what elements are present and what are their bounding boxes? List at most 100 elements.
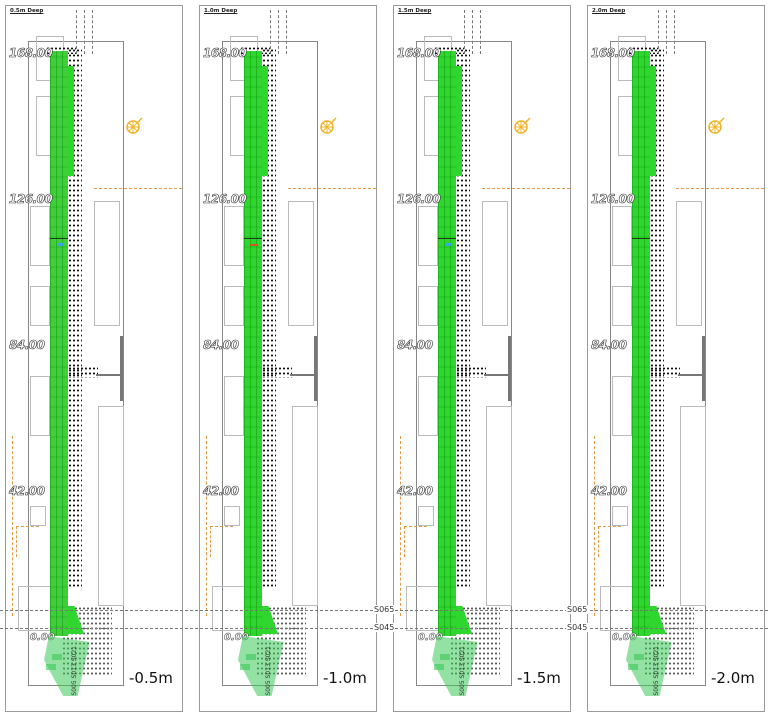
building-outline — [30, 206, 50, 266]
depth-slice-panel-3: 1.5m Deep 168.00 126.00 84.00 42.00 0.00 — [393, 5, 571, 712]
section-ids: S005 S013 S021 — [71, 646, 78, 696]
point-cloud — [68, 366, 98, 378]
grid-line — [270, 10, 271, 54]
section-ids: S005 S013 S021 — [265, 646, 272, 696]
point-cloud — [650, 48, 664, 588]
depth-slice-panel-1: 0.5m Deep 168.00 126.00 84.00 42.00 0.00 — [5, 5, 183, 712]
elevation-label: 42.00 — [397, 484, 434, 499]
grid-line — [666, 10, 667, 54]
elevation-label: 84.00 — [203, 338, 240, 353]
elevation-label: 168.00 — [9, 46, 53, 61]
building-outline — [418, 506, 434, 526]
boundary-line — [598, 526, 621, 557]
survey-pad — [246, 654, 256, 660]
elevation-label: 42.00 — [9, 484, 46, 499]
elevation-label-zero: 0.00 — [418, 632, 443, 644]
boundary-line — [288, 188, 376, 189]
depth-slice-panel-4: 2.0m Deep 168.00 126.00 84.00 42.00 0.00 — [587, 5, 765, 712]
elevation-label: 42.00 — [203, 484, 240, 499]
survey-join-line — [632, 238, 650, 239]
boundary-line — [210, 526, 233, 557]
building-outline — [406, 586, 440, 631]
point-cloud — [46, 46, 76, 54]
depth-label: -2.0m — [711, 669, 755, 687]
survey-pad — [46, 664, 56, 670]
depth-label: -1.0m — [323, 669, 367, 687]
building-outline — [224, 376, 244, 436]
boundary-line — [676, 188, 764, 189]
building-outline — [418, 206, 438, 266]
anomaly-blue — [58, 243, 64, 246]
grid-line — [658, 10, 659, 54]
anomaly-red — [250, 244, 258, 246]
point-cloud — [262, 366, 292, 378]
building-outline — [30, 286, 50, 326]
grid-line — [464, 10, 465, 54]
elevation-label: 126.00 — [591, 192, 635, 207]
north-arrow-icon — [514, 117, 531, 134]
panel-title: 1.5m Deep — [398, 8, 432, 14]
gpr-survey-extension — [456, 66, 462, 176]
boundary-line — [594, 436, 595, 616]
survey-join-line — [438, 238, 456, 239]
boundary-line — [400, 436, 401, 616]
elevation-label: 84.00 — [9, 338, 46, 353]
gpr-survey-strip — [50, 51, 68, 636]
elevation-label-zero: 0.00 — [30, 632, 55, 644]
grid-line — [472, 10, 473, 54]
anomaly-blue — [446, 243, 452, 246]
elevation-label: 168.00 — [397, 46, 441, 61]
elevation-label: 84.00 — [591, 338, 628, 353]
boundary-line — [16, 526, 39, 557]
survey-join-line — [50, 238, 68, 239]
grid-line — [92, 10, 93, 54]
building-outline — [212, 586, 246, 631]
grid-line — [278, 10, 279, 54]
point-cloud — [456, 48, 470, 588]
section-ids: S005 S013 S021 — [459, 646, 466, 696]
depth-label: -0.5m — [129, 669, 173, 687]
gate-bar — [290, 374, 316, 376]
grid-line — [76, 10, 77, 54]
building-outline — [612, 506, 628, 526]
survey-pad — [52, 654, 62, 660]
building-outline — [18, 586, 52, 631]
survey-pad — [240, 664, 250, 670]
gpr-survey-extension — [262, 66, 268, 176]
building-outline — [600, 586, 634, 631]
section-ids: S005 S013 S021 — [653, 646, 660, 696]
building-outline — [224, 286, 244, 326]
gpr-survey-strip — [244, 51, 262, 636]
elevation-label: 126.00 — [397, 192, 441, 207]
grid-line — [286, 10, 287, 54]
grid-line — [674, 10, 675, 54]
elevation-label-zero: 0.00 — [224, 632, 249, 644]
building-outline — [612, 376, 632, 436]
building-outline — [418, 376, 438, 436]
building-outline — [292, 406, 318, 606]
building-outline — [612, 286, 632, 326]
gpr-survey-strip — [632, 51, 650, 636]
elevation-label-zero: 0.00 — [612, 632, 637, 644]
section-label-s045: S045 — [373, 623, 396, 632]
section-label-s045-2: S045 — [566, 623, 589, 632]
point-cloud — [262, 48, 276, 588]
elevation-label: 84.00 — [397, 338, 434, 353]
survey-pad — [440, 654, 450, 660]
building-outline — [30, 506, 46, 526]
boundary-line — [404, 526, 427, 557]
boundary-line — [482, 188, 570, 189]
elevation-label: 168.00 — [591, 46, 635, 61]
elevation-label: 126.00 — [203, 192, 247, 207]
point-cloud — [650, 366, 680, 378]
panel-title: 0.5m Deep — [10, 8, 44, 14]
boundary-line — [94, 188, 182, 189]
gate-bar — [484, 374, 510, 376]
building-outline — [224, 506, 240, 526]
gate-bar — [678, 374, 704, 376]
north-arrow-icon — [708, 117, 725, 134]
building-outline — [482, 201, 508, 326]
fence-post — [120, 336, 123, 401]
gate-bar — [96, 374, 122, 376]
boundary-line — [206, 436, 207, 616]
